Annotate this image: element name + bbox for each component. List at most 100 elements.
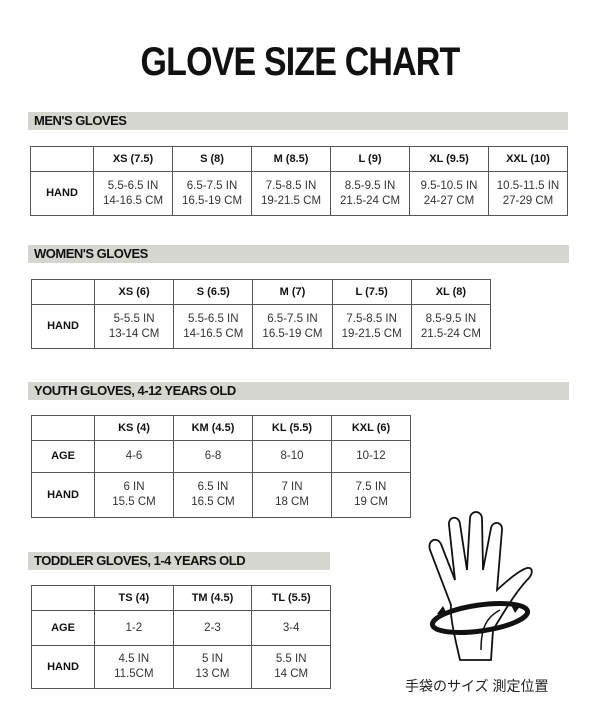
size-value: 16.5-19 CM [262,327,323,340]
row-label: HAND [31,304,95,349]
size-value: 2-3 [204,621,221,634]
row-label: HAND [30,171,94,216]
size-value: 21.5-24 CM [339,194,401,207]
size-cell: 6.5 IN 16.5 CM [173,472,253,518]
size-column-header: KXL (6) [331,415,411,441]
size-value: 21.5-24 CM [420,327,481,340]
size-value: 19-21.5 CM [260,194,322,207]
section-heading-men: MEN'S GLOVES [28,112,568,130]
size-value: 13 CM [195,668,230,680]
size-value: 11.5CM [114,668,154,680]
size-cell: 10-12 [331,440,411,473]
size-value: 7.5-8.5 IN [265,179,317,192]
size-cell: 7.5-8.5 IN 19-21.5 CM [331,304,412,349]
empty-header-cell [31,279,95,305]
toddler-size-table: TS (4) TM (4.5) TL (5.5) AGE 1-2 2-3 3-4 HAND 4.… [31,585,331,689]
size-column-header: L (9) [330,146,410,172]
youth-size-table: KS (4) KM (4.5) KL (5.5) KXL (6) AGE 4-6 6-8 8-… [31,415,411,518]
section-heading-toddler: TODDLER GLOVES, 1-4 YEARS OLD [28,552,330,570]
size-cell: 8-10 [252,440,332,473]
size-column-header: XL (8) [410,279,492,305]
size-value: 5.5-6.5 IN [107,179,159,192]
size-value: 8-10 [280,450,304,462]
size-value: 19-21.5 CM [341,327,402,340]
illustration-caption: 手袋のサイズ 測定位置 [405,678,549,694]
size-value: 7.5-8.5 IN [346,312,397,325]
size-cell: 1-2 [94,610,174,646]
size-value: 3-4 [282,621,300,634]
size-value: 14-16.5 CM [183,327,244,340]
empty-header-cell [31,415,95,441]
size-cell: 5.5-6.5 IN 14-16.5 CM [93,171,173,216]
size-column-header: L (7.5) [331,279,412,305]
size-value: 6.5 IN [197,481,229,493]
size-column-header: S (8) [172,146,252,172]
size-value: 19 CM [354,496,388,508]
size-value: 5-5.5 IN [113,312,155,325]
size-value: 6 IN [123,481,145,493]
size-value: 1-2 [125,621,143,634]
size-value: 6.5-7.5 IN [267,312,318,325]
size-cell: 8.5-9.5 IN 21.5-24 CM [330,171,410,216]
size-cell: 7 IN 18 CM [252,472,332,518]
size-value: 18 CM [275,496,309,508]
row-label: HAND [31,472,95,518]
size-column-header: TL (5.5) [251,585,331,611]
size-column-header: M (8.5) [251,146,331,172]
size-cell: 5.5 IN 14 CM [251,645,331,689]
size-value: 14-16.5 CM [102,194,164,207]
size-value: 27-29 CM [502,194,554,207]
section-heading-youth: YOUTH GLOVES, 4-12 YEARS OLD [28,382,569,400]
size-column-header: XS (6) [93,279,175,305]
row-label: AGE [31,440,95,473]
size-column-header: XXL (10) [488,146,568,172]
size-value: 16.5 CM [191,496,235,508]
size-value: 7.5 IN [355,481,387,493]
size-value: 16.5-19 CM [181,194,243,207]
size-value: 5.5 IN [275,653,307,665]
size-value: 10.5-11.5 IN [496,179,560,192]
size-column-header: KS (4) [94,415,174,441]
size-cell: 5-5.5 IN 13-14 CM [93,304,175,349]
row-label: HAND [31,645,95,689]
size-value: 9.5-10.5 IN [420,179,478,192]
size-cell: 6 IN 15.5 CM [94,472,174,518]
size-value: 8.5-9.5 IN [344,179,396,192]
empty-header-cell [30,146,94,172]
size-cell: 4.5 IN 11.5CM [94,645,174,689]
size-value: 15.5 CM [112,496,156,508]
size-cell: 7.5 IN 19 CM [331,472,411,518]
size-value: 6.5-7.5 IN [186,179,238,192]
hand-measurement-icon [428,511,533,661]
size-value: 10-12 [356,450,386,462]
size-cell: 8.5-9.5 IN 21.5-24 CM [410,304,492,349]
page-title: GLOVE SIZE CHART [140,40,461,84]
section-heading-women: WOMEN'S GLOVES [28,245,569,263]
size-value: 5.5-6.5 IN [188,312,239,325]
size-cell: 3-4 [251,610,331,646]
size-value: 7 IN [281,481,303,493]
size-value: 6-8 [204,450,222,462]
size-cell: 2-3 [172,610,253,646]
size-cell: 9.5-10.5 IN 24-27 CM [409,171,489,216]
size-cell: 5.5-6.5 IN 14-16.5 CM [173,304,254,349]
women-size-table: XS (6) S (6.5) M (7) L (7.5) XL (8) HAND 5-5.5… [31,279,492,349]
size-cell: 5 IN 13 CM [172,645,253,689]
size-column-header: TM (4.5) [172,585,253,611]
row-label: AGE [31,610,95,646]
size-value: 13-14 CM [108,327,160,340]
size-value: 24-27 CM [423,194,475,207]
size-cell: 10.5-11.5 IN 27-29 CM [488,171,568,216]
size-cell: 6-8 [173,440,253,473]
size-column-header: XL (9.5) [409,146,489,172]
size-column-header: S (6.5) [173,279,254,305]
size-column-header: XS (7.5) [93,146,173,172]
men-size-table: XS (7.5) S (8) M (8.5) L (9) XL (9.5) XXL (10… [30,146,568,216]
size-value: 4.5 IN [118,653,150,665]
size-column-header: M (7) [252,279,333,305]
size-value: 5 IN [201,653,224,665]
size-column-header: KM (4.5) [173,415,253,441]
size-cell: 6.5-7.5 IN 16.5-19 CM [172,171,252,216]
size-value: 14 CM [274,668,309,680]
